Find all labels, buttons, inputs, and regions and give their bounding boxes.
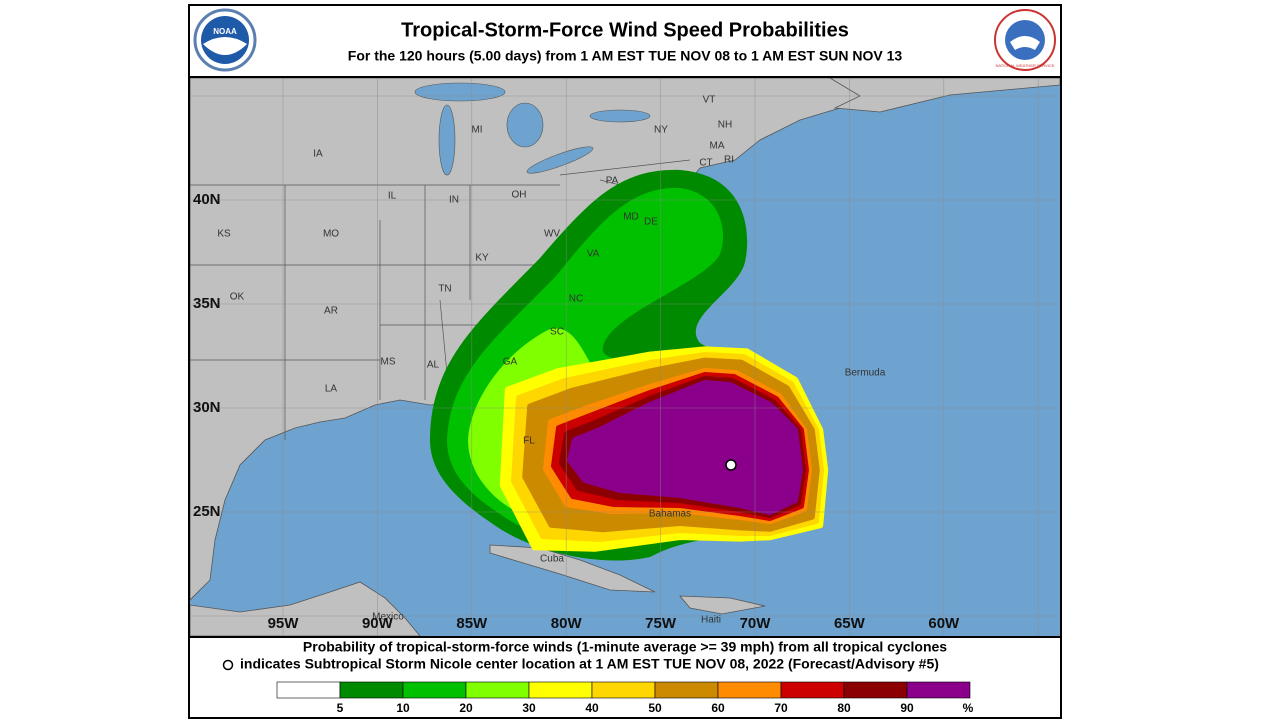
place-label: OK [230,292,245,303]
legend-swatch [654,681,719,699]
lon-label: 70W [740,615,772,632]
place-label: KS [217,229,231,240]
lat-label: 35N [193,295,221,312]
legend: 5 10 20 30 40 50 60 70 80 90% [276,681,974,715]
lake [506,102,544,148]
lon-label: 65W [834,615,866,632]
legend-label: 10 [396,701,410,715]
legend-swatch [780,681,845,699]
place-label: Bermuda [845,368,886,379]
lake [438,104,456,176]
legend-swatch [591,681,656,699]
storm-center [725,459,737,471]
legend-swatch [906,681,971,699]
place-label: MO [323,229,339,240]
contours [430,169,829,561]
legend-swatch [843,681,908,699]
logo-text: NOAA [213,27,237,36]
place-label: Mexico [372,612,404,623]
legend-label: 5 [337,701,344,715]
footer-line: indicates Subtropical Storm Nicole cente… [240,656,939,672]
legend-swatch [465,681,530,699]
place-label: PA [606,176,619,187]
lon-label: 95W [268,615,300,632]
place-label: WV [544,229,560,240]
storm-symbol [222,659,234,671]
lake [526,146,594,174]
legend-label: 80 [837,701,851,715]
place-label: KY [475,253,489,264]
place-label: MA [710,141,725,152]
lat-label: 25N [193,503,221,520]
lon-label: 85W [456,615,488,632]
legend-label: 20 [459,701,473,715]
place-label: GA [503,357,518,368]
land [190,581,421,636]
contour [567,380,803,515]
lat-label: 30N [193,399,221,416]
legend-label: 40 [585,701,599,715]
place-label: OH [512,190,527,201]
place-label: VA [587,249,600,260]
place-label: IN [449,195,459,206]
legend-unit: % [963,701,974,715]
place-label: NC [569,294,583,305]
place-label: DE [644,217,658,228]
lake [589,109,651,123]
lake [414,82,506,102]
place-label: CT [699,158,712,169]
legend-label: 90 [900,701,914,715]
place-label: TN [438,284,451,295]
place-label: IA [313,149,323,160]
legend-swatch [402,681,467,699]
subtitle: For the 120 hours (5.00 days) from 1 AM … [348,48,903,64]
place-label: FL [523,436,535,447]
legend-swatch [717,681,782,699]
legend-label: 60 [711,701,725,715]
lon-label: 80W [551,615,583,632]
place-label: AL [427,360,440,371]
place-label: NH [718,120,732,131]
logo-text: NATIONAL WEATHER SERVICE [996,63,1055,68]
place-label: MI [471,125,482,136]
place-label: Cuba [540,554,564,565]
place-label: NY [654,125,668,136]
place-label: Bahamas [649,509,691,520]
place-label: IL [388,191,397,202]
land [829,78,1060,113]
place-label: SC [550,327,564,338]
place-label: AR [324,306,338,317]
noaa-logo: NOAA [193,8,257,72]
land [679,595,766,615]
place-label: MS [381,357,396,368]
nws-logo: NATIONAL WEATHER SERVICE [994,9,1056,71]
legend-label: 70 [774,701,788,715]
footer-line: Probability of tropical-storm-force wind… [303,639,947,655]
legend-swatch [276,681,341,699]
place-label: MD [623,212,639,223]
lon-label: 60W [928,615,960,632]
place-label: VT [703,95,716,106]
lat-label: 40N [193,191,221,208]
legend-swatch [339,681,404,699]
lon-label: 75W [645,615,677,632]
title: Tropical-Storm-Force Wind Speed Probabil… [401,19,849,41]
place-label: RI [724,155,734,166]
legend-swatch [528,681,593,699]
lon-label: 90W [362,615,394,632]
place-label: Haiti [701,615,721,626]
graticule [190,78,1060,636]
land [489,544,656,593]
legend-label: 50 [648,701,662,715]
map: IA MI NY VT NH MA CT RI PA IL IN OH KS MO WV MD DE KY VA OK… [190,78,1060,636]
place-label: LA [325,384,338,395]
legend-label: 30 [522,701,536,715]
